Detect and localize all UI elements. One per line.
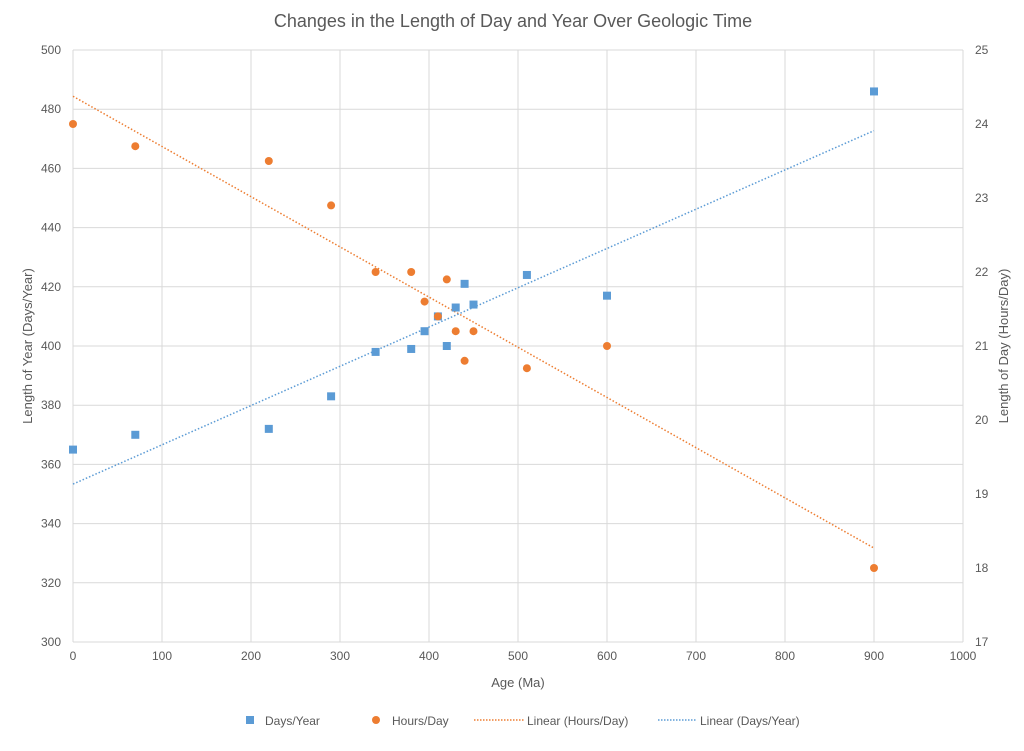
y2-tick-label: 23: [975, 191, 989, 205]
y-tick-label: 380: [41, 398, 61, 412]
legend-label-linear-days-year: Linear (Days/Year): [700, 714, 800, 728]
y-tick-label: 360: [41, 457, 61, 471]
x-tick-label: 500: [508, 649, 528, 663]
y2-tick-label: 25: [975, 43, 989, 57]
point-days-year: [870, 87, 878, 96]
point-days-year: [442, 342, 451, 350]
y-axis-label: Length of Year (Days/Year): [20, 268, 35, 424]
y2-tick-label: 24: [975, 117, 989, 131]
legend-label-hours-day: Hours/Day: [392, 714, 449, 728]
y2-axis-label: Length of Day (Hours/Day): [996, 269, 1011, 424]
point-hours-day: [420, 297, 429, 306]
data-points: [69, 87, 878, 572]
point-hours-day: [371, 268, 380, 276]
y-tick-label: 400: [41, 339, 61, 353]
y2-tick-label: 17: [975, 635, 989, 649]
x-tick-label: 100: [152, 649, 172, 663]
point-days-year: [420, 327, 429, 336]
x-tick-label: 800: [775, 649, 795, 663]
x-tick-label: 700: [686, 649, 706, 663]
point-days-year: [603, 291, 611, 300]
point-hours-day: [264, 157, 273, 165]
x-tick-label: 200: [241, 649, 261, 663]
x-axis-label: Age (Ma): [491, 675, 544, 690]
point-hours-day: [69, 120, 77, 128]
point-hours-day: [433, 312, 442, 321]
x-tick-label: 900: [864, 649, 884, 663]
x-tick-label: 0: [70, 649, 77, 663]
x-tick-label: 1000: [950, 649, 977, 663]
y-tick-label: 440: [41, 221, 61, 235]
x-tick-label: 600: [597, 649, 617, 663]
tick-labels: 0 100 200 300 400 500 600 700 800 900 1000 300 320 34…: [41, 43, 989, 663]
point-days-year: [327, 392, 336, 401]
gridlines: [72, 49, 964, 643]
point-hours-day: [870, 564, 878, 572]
y2-tick-label: 19: [975, 487, 989, 501]
point-days-year: [460, 279, 469, 288]
y2-tick-label: 18: [975, 561, 989, 575]
point-days-year: [469, 300, 478, 309]
legend: Days/Year Hours/Day Linear (Hours/Day) L…: [246, 714, 800, 728]
y-tick-label: 500: [41, 43, 61, 57]
chart-title: Changes in the Length of Day and Year Ov…: [274, 11, 752, 31]
y2-tick-label: 22: [975, 265, 989, 279]
point-hours-day: [603, 342, 611, 350]
y2-tick-label: 21: [975, 339, 989, 353]
point-hours-day: [442, 275, 451, 284]
x-tick-label: 400: [419, 649, 439, 663]
legend-marker-hours-day: [372, 716, 380, 724]
point-days-year: [264, 424, 273, 433]
point-days-year: [451, 303, 460, 312]
point-hours-day: [407, 268, 416, 276]
y-tick-label: 300: [41, 635, 61, 649]
point-hours-day: [522, 364, 531, 373]
legend-label-linear-hours-day: Linear (Hours/Day): [527, 714, 628, 728]
y-tick-label: 480: [41, 102, 61, 116]
trendlines: [72, 95, 875, 549]
point-hours-day: [327, 201, 336, 210]
point-days-year: [407, 344, 416, 353]
y2-tick-label: 20: [975, 413, 989, 427]
point-days-year: [371, 347, 380, 356]
point-hours-day: [451, 327, 460, 336]
point-hours-day: [460, 356, 469, 365]
x-tick-label: 300: [330, 649, 350, 663]
y-tick-label: 420: [41, 280, 61, 294]
point-days-year: [522, 270, 531, 279]
y-tick-label: 320: [41, 576, 61, 590]
trendline-linear-hours-day-: [72, 95, 875, 549]
point-hours-day: [469, 327, 478, 336]
y-tick-label: 460: [41, 161, 61, 175]
legend-marker-days-year: [246, 716, 254, 724]
y-tick-label: 340: [41, 517, 61, 531]
point-days-year: [69, 445, 77, 454]
legend-label-days-year: Days/Year: [265, 714, 320, 728]
point-hours-day: [131, 142, 140, 151]
point-days-year: [131, 430, 140, 439]
